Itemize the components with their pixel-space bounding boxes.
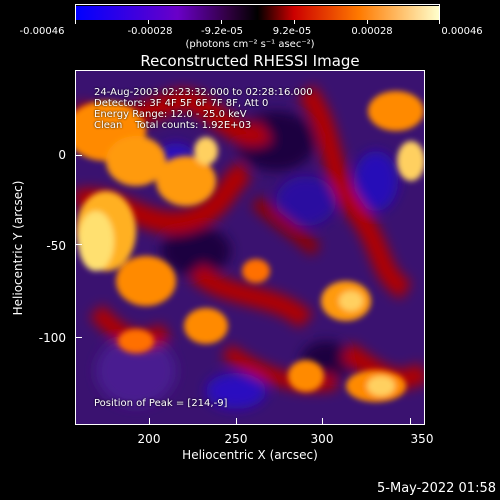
colorbar-tick-label: -0.00028 bbox=[127, 26, 173, 37]
info-line-clean-counts: Clean Total counts: 1.92E+03 bbox=[94, 120, 252, 131]
peak-position-label: Position of Peak = [214,-9] bbox=[94, 398, 228, 409]
colorbar-tick-label: -9.2e-05 bbox=[201, 26, 243, 37]
y-axis-label: Heliocentric Y (arcsec) bbox=[11, 180, 25, 316]
x-tick-label: 350 bbox=[410, 432, 434, 446]
colorbar-gradient bbox=[76, 6, 439, 20]
colorbar-tick-label: 0.00046 bbox=[441, 26, 483, 37]
y-tick-label: 0 bbox=[58, 148, 66, 162]
colorbar-tick-label: -0.00046 bbox=[19, 26, 65, 37]
colorbar-tick-label: 9.2e-05 bbox=[272, 26, 312, 37]
x-tick-label: 300 bbox=[310, 432, 334, 446]
info-line-energy-range: Energy Range: 12.0 - 25.0 keV bbox=[94, 109, 247, 120]
image-heatmap bbox=[76, 71, 424, 424]
y-tick-label: -100 bbox=[38, 331, 66, 345]
info-line-time-range: 24-Aug-2003 02:23:32.000 to 02:28:16.000 bbox=[94, 87, 313, 98]
plot-title: Reconstructed RHESSI Image bbox=[140, 52, 360, 70]
colorbar bbox=[75, 4, 440, 20]
x-tick-label: 200 bbox=[137, 432, 161, 446]
y-tick-label: -50 bbox=[46, 239, 66, 253]
info-line-detectors: Detectors: 3F 4F 5F 6F 7F 8F, Att 0 bbox=[94, 98, 269, 109]
colorbar-tick-label: 0.00028 bbox=[351, 26, 393, 37]
colorbar-unit-label: (photons cm⁻² s⁻¹ asec⁻²) bbox=[185, 39, 315, 50]
x-axis-label: Heliocentric X (arcsec) bbox=[182, 448, 318, 462]
timestamp: 5-May-2022 01:58 bbox=[377, 481, 496, 496]
x-tick-label: 250 bbox=[224, 432, 248, 446]
rhessi-image bbox=[75, 70, 425, 425]
